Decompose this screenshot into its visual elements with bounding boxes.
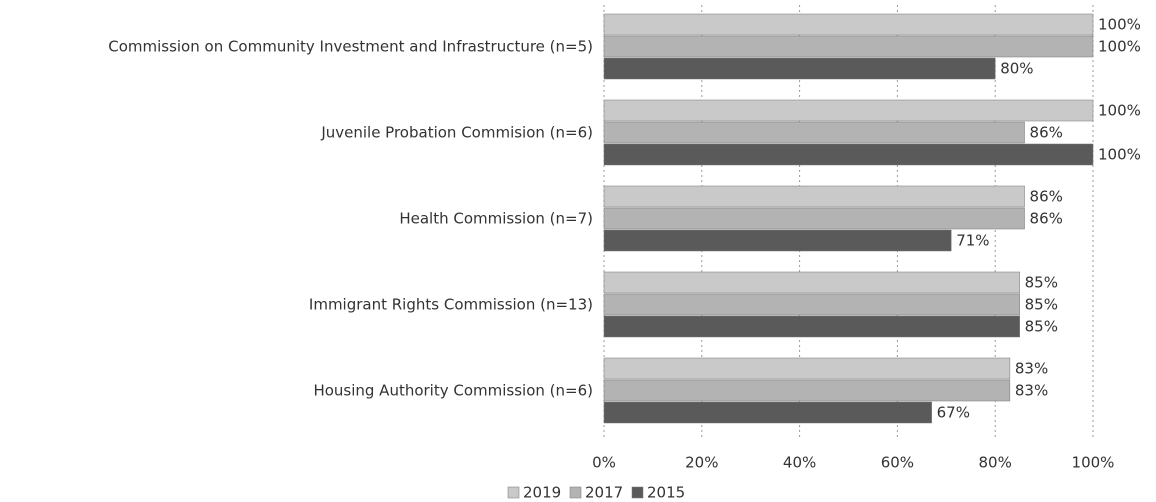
bar — [603, 121, 1025, 144]
value-label: 100% — [1098, 16, 1141, 34]
value-label: 85% — [1025, 274, 1058, 292]
category-label: Commission on Community Investment and I… — [108, 38, 593, 56]
value-label: 86% — [1030, 188, 1063, 206]
bar — [603, 143, 1094, 166]
value-label: 100% — [1098, 102, 1141, 120]
value-label: 86% — [1030, 124, 1063, 142]
value-label: 100% — [1098, 146, 1141, 164]
bar — [603, 271, 1020, 294]
legend-swatch — [631, 486, 644, 499]
legend-label: 2019 — [523, 484, 561, 502]
value-label: 83% — [1015, 360, 1048, 378]
value-label: 67% — [937, 404, 970, 422]
bar — [603, 207, 1025, 230]
x-tick-label: 80% — [979, 454, 1012, 472]
bar — [603, 229, 952, 252]
value-label: 71% — [956, 232, 989, 250]
bar — [603, 379, 1011, 402]
bar — [603, 293, 1020, 316]
value-label: 85% — [1025, 296, 1058, 314]
value-label: 83% — [1015, 382, 1048, 400]
bar — [603, 35, 1094, 58]
x-tick-label: 40% — [783, 454, 816, 472]
x-tick-label: 0% — [592, 454, 616, 472]
category-label: Juvenile Probation Commision (n=6) — [320, 124, 593, 142]
bar — [603, 357, 1011, 380]
legend-swatch — [507, 486, 520, 499]
legend-label: 2015 — [647, 484, 685, 502]
category-label: Housing Authority Commission (n=6) — [313, 382, 593, 400]
x-tick-label: 60% — [881, 454, 914, 472]
value-label: 86% — [1030, 210, 1063, 228]
value-label: 80% — [1000, 60, 1033, 78]
bar — [603, 57, 996, 80]
bar — [603, 315, 1020, 338]
category-label: Health Commission (n=7) — [399, 210, 593, 228]
category-label: Immigrant Rights Commission (n=13) — [309, 296, 593, 314]
value-label: 85% — [1025, 318, 1058, 336]
legend-label: 2017 — [585, 484, 623, 502]
x-tick-label: 100% — [1072, 454, 1115, 472]
bar — [603, 185, 1025, 208]
bar — [603, 99, 1094, 122]
x-tick-label: 20% — [685, 454, 718, 472]
legend-swatch — [569, 486, 582, 499]
bar — [603, 13, 1094, 36]
value-label: 100% — [1098, 38, 1141, 56]
bar — [603, 401, 932, 424]
